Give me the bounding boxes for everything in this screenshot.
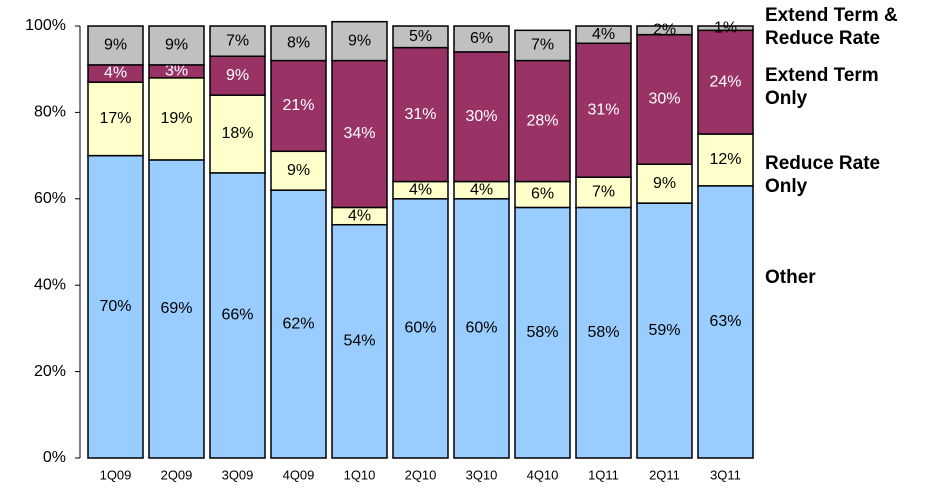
value-label: 21% bbox=[282, 97, 314, 114]
value-label: 4% bbox=[348, 207, 371, 224]
value-label: 6% bbox=[470, 30, 493, 47]
bar-segment bbox=[514, 180, 571, 209]
bar-segment bbox=[636, 202, 693, 459]
x-tick-label: 3Q09 bbox=[222, 467, 254, 482]
bar-segment bbox=[575, 42, 632, 178]
bar-segment bbox=[392, 25, 449, 49]
bar-segment bbox=[575, 206, 632, 459]
x-tick-label: 2Q10 bbox=[405, 467, 437, 482]
value-label: 58% bbox=[587, 324, 619, 341]
value-label: 17% bbox=[99, 110, 131, 127]
value-label: 54% bbox=[343, 333, 375, 350]
value-label: 3% bbox=[165, 63, 188, 80]
value-label: 7% bbox=[226, 32, 249, 49]
value-label: 8% bbox=[287, 34, 310, 51]
bar-segment bbox=[392, 198, 449, 459]
bar-segment bbox=[453, 25, 510, 53]
value-label: 9% bbox=[165, 37, 188, 54]
y-tick-label: 80% bbox=[34, 104, 66, 121]
bar-segment bbox=[209, 94, 266, 174]
value-label: 6% bbox=[531, 186, 554, 203]
y-tick-label: 20% bbox=[34, 363, 66, 380]
x-tick-label: 1Q09 bbox=[100, 467, 132, 482]
value-label: 66% bbox=[221, 307, 253, 324]
legend-label: Extend Term Only bbox=[765, 65, 879, 109]
value-label: 58% bbox=[526, 324, 558, 341]
value-label: 34% bbox=[343, 125, 375, 142]
bar-segment bbox=[87, 81, 144, 157]
value-label: 4% bbox=[592, 26, 615, 43]
legend-label: Extend Term & Reduce Rate bbox=[765, 5, 898, 49]
value-label: 70% bbox=[99, 298, 131, 315]
value-label: 4% bbox=[409, 181, 432, 198]
value-label: 28% bbox=[526, 112, 558, 129]
y-tick-label: 60% bbox=[34, 190, 66, 207]
value-label: 1% bbox=[714, 19, 737, 36]
bar-segment bbox=[87, 154, 144, 459]
bar-segment bbox=[575, 25, 632, 45]
y-tick-label: 0% bbox=[43, 449, 66, 466]
y-tick-label: 40% bbox=[34, 276, 66, 293]
value-label: 31% bbox=[404, 106, 436, 123]
bar-segment bbox=[514, 59, 571, 183]
bar-segment bbox=[209, 55, 266, 96]
bar-segment bbox=[453, 198, 510, 459]
bar-segment bbox=[636, 25, 693, 36]
bar-segment bbox=[209, 25, 266, 57]
bar-segment bbox=[636, 163, 693, 204]
x-tick-label: 2Q09 bbox=[161, 467, 193, 482]
x-tick-label: 4Q09 bbox=[283, 467, 315, 482]
value-label: 69% bbox=[160, 300, 192, 317]
value-label: 9% bbox=[226, 67, 249, 84]
value-label: 59% bbox=[648, 322, 680, 339]
value-label: 60% bbox=[404, 320, 436, 337]
legend-label: Other bbox=[765, 267, 816, 288]
value-label: 30% bbox=[648, 91, 680, 108]
value-label: 24% bbox=[709, 73, 741, 90]
value-label: 60% bbox=[465, 320, 497, 337]
bar-segment bbox=[331, 20, 388, 62]
y-tick-label: 100% bbox=[25, 17, 66, 34]
value-label: 19% bbox=[160, 110, 192, 127]
value-label: 7% bbox=[531, 37, 554, 54]
x-tick-label: 2Q11 bbox=[649, 467, 680, 482]
value-label: 63% bbox=[709, 313, 741, 330]
bar-segment bbox=[697, 25, 754, 32]
value-label: 2% bbox=[653, 22, 676, 39]
bar-segment bbox=[697, 29, 754, 135]
bar-segment bbox=[453, 51, 510, 183]
value-label: 7% bbox=[592, 184, 615, 201]
x-tick-label: 3Q10 bbox=[466, 467, 498, 482]
value-label: 9% bbox=[104, 37, 127, 54]
bar-segment bbox=[514, 206, 571, 459]
x-tick-label: 3Q11 bbox=[710, 467, 741, 482]
value-label: 12% bbox=[709, 151, 741, 168]
value-label: 4% bbox=[470, 181, 493, 198]
value-label: 31% bbox=[587, 101, 619, 118]
x-tick-label: 1Q10 bbox=[344, 467, 376, 482]
value-label: 9% bbox=[287, 162, 310, 179]
bar-segment bbox=[514, 29, 571, 62]
x-tick-label: 1Q11 bbox=[588, 467, 619, 482]
bar-segment bbox=[270, 189, 327, 459]
bar-segment bbox=[148, 25, 205, 66]
bar-segment bbox=[697, 133, 754, 187]
value-label: 4% bbox=[104, 65, 127, 82]
bar-segment bbox=[87, 25, 144, 66]
bar-segment bbox=[270, 25, 327, 62]
value-label: 9% bbox=[348, 32, 371, 49]
value-label: 18% bbox=[221, 125, 253, 142]
value-label: 9% bbox=[653, 175, 676, 192]
legend-label: Reduce Rate Only bbox=[765, 153, 881, 197]
value-label: 5% bbox=[409, 28, 432, 45]
value-label: 30% bbox=[465, 108, 497, 125]
x-tick-label: 4Q10 bbox=[527, 467, 559, 482]
bar-segment bbox=[148, 77, 205, 161]
value-label: 62% bbox=[282, 315, 314, 332]
bar-segment bbox=[331, 59, 388, 209]
